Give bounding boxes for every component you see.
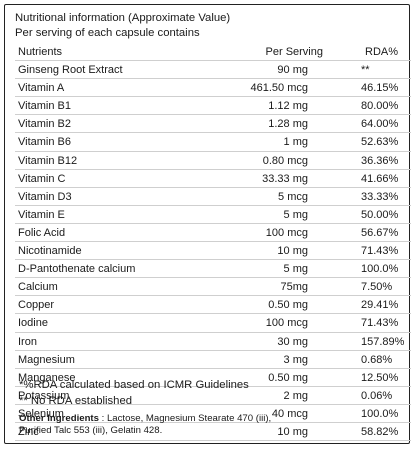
- table-row: Manganese 0.50 mg 12.50%: [15, 369, 411, 387]
- rda-value: 0.68%: [361, 353, 393, 366]
- table-row: Magnesium 3 mg 0.68%: [15, 351, 411, 369]
- rda-value: 46.15%: [361, 82, 399, 95]
- per-serving-value: 1 mg: [283, 136, 308, 149]
- rda-value: 0.06%: [361, 389, 393, 402]
- table-row: Potassium 2 mg 0.06%: [15, 387, 411, 405]
- nutrient-name: D-Pantothenate calcium: [18, 263, 136, 276]
- per-serving-value: 30 mg: [277, 335, 308, 348]
- rda-value: **: [361, 64, 370, 77]
- table-row: Selenium 40 mcg 100.0%: [15, 405, 411, 423]
- nutrient-name: Selenium: [18, 407, 64, 420]
- other-ingredients: Other Ingredients : Lactose, Magnesium S…: [19, 413, 409, 437]
- table-row: Vitamin B6 1 mg 52.63%: [15, 133, 411, 152]
- table-row: Folic Acid 100 mcg 56.67%: [15, 224, 411, 243]
- table-header-row: Nutrients Per Serving RDA%: [15, 43, 411, 62]
- per-serving-value: 5 mg: [283, 208, 308, 221]
- nutrient-name: Vitamin B1: [18, 100, 71, 113]
- rda-value: 71.43%: [361, 245, 399, 258]
- table-row: Vitamin E 5 mg 50.00%: [15, 206, 411, 224]
- table-row: Ginseng Root Extract 90 mg **: [15, 61, 411, 80]
- nutrient-name: Vitamin C: [18, 172, 66, 185]
- per-serving-value: 10 mg: [277, 425, 308, 438]
- per-serving-value: 1.12 mg: [268, 100, 308, 113]
- per-serving-value: 75mg: [280, 281, 308, 294]
- table-row: D-Pantothenate calcium 5 mg 100.0%: [15, 260, 411, 279]
- rda-value: 12.50%: [361, 371, 399, 384]
- table-row: Copper 0.50 mg 29.41%: [15, 296, 411, 315]
- per-serving-value: 5 mg: [283, 263, 308, 276]
- rda-value: 64.00%: [361, 118, 399, 131]
- panel-subtitle: Per serving of each capsule contains: [15, 27, 200, 39]
- rda-value: 71.43%: [361, 317, 399, 330]
- col-header-per-serving: Per Serving: [265, 46, 323, 58]
- other-ingredients-label: Other Ingredients: [19, 413, 99, 424]
- per-serving-value: 2 mg: [283, 389, 308, 402]
- per-serving-value: 10 mg: [277, 245, 308, 258]
- table-row: Vitamin B2 1.28 mg 64.00%: [15, 115, 411, 134]
- table-row: Calcium 75mg 7.50%: [15, 278, 411, 297]
- nutrient-name: Vitamin B12: [18, 154, 78, 167]
- rda-value: 52.63%: [361, 136, 399, 149]
- col-header-nutrients: Nutrients: [18, 46, 63, 58]
- no-rda-footnote: ** No RDA established: [19, 395, 133, 407]
- nutrient-name: Vitamin B2: [18, 118, 71, 131]
- nutrient-name: Manganese: [18, 371, 76, 384]
- per-serving-value: 5 mcg: [278, 190, 308, 203]
- per-serving-value: 90 mg: [277, 64, 308, 77]
- col-header-rda: RDA%: [365, 46, 399, 58]
- nutrient-name: Magnesium: [18, 353, 75, 366]
- nutrient-name: Calcium: [18, 281, 58, 294]
- rda-value: 36.36%: [361, 154, 399, 167]
- nutrient-name: Folic Acid: [18, 226, 66, 239]
- per-serving-value: 100 mcg: [265, 317, 308, 330]
- table-row: Vitamin C 33.33 mg 41.66%: [15, 170, 411, 188]
- rda-value: 80.00%: [361, 100, 399, 113]
- nutrient-name: Iodine: [18, 317, 48, 330]
- rda-value: 58.82%: [361, 425, 399, 438]
- table-row: Iodine 100 mcg 71.43%: [15, 314, 411, 333]
- per-serving-value: 40 mcg: [271, 407, 308, 420]
- nutrient-name: Zinc: [18, 425, 39, 438]
- table-row: Iron 30 mg 157.89%: [15, 333, 411, 351]
- rda-value: 33.33%: [361, 190, 399, 203]
- per-serving-value: 461.50 mcg: [250, 82, 308, 95]
- table-row: Vitamin A 461.50 mcg 46.15%: [15, 79, 411, 98]
- per-serving-value: 3 mg: [283, 353, 308, 366]
- rda-value: 100.0%: [361, 407, 399, 420]
- nutrient-name: Vitamin B6: [18, 136, 71, 149]
- nutrient-name: Iron: [18, 335, 37, 348]
- table-row: Vitamin D3 5 mcg 33.33%: [15, 188, 411, 206]
- nutrient-name: Potassium: [18, 389, 70, 402]
- nutrient-name: Vitamin A: [18, 82, 65, 95]
- other-ingredients-text-2: Purified Talc 553 (iii), Gelatin 428.: [19, 425, 163, 436]
- per-serving-value: 100 mcg: [265, 226, 308, 239]
- rda-value: 7.50%: [361, 281, 393, 294]
- other-ingredients-text: : Lactose, Magnesium Stearate 470 (iii),: [98, 413, 272, 424]
- per-serving-value: 0.50 mg: [268, 299, 308, 312]
- table-row: Nicotinamide 10 mg 71.43%: [15, 242, 411, 261]
- table-row: Zinc 10 mg 58.82%: [15, 423, 411, 442]
- rda-value: 157.89%: [361, 335, 405, 348]
- rda-value: 50.00%: [361, 208, 399, 221]
- nutrition-table: Nutrients Per Serving RDA% Ginseng Root …: [15, 43, 411, 442]
- table-row: Vitamin B12 0.80 mcg 36.36%: [15, 152, 411, 170]
- nutrient-name: Vitamin E: [18, 208, 65, 221]
- per-serving-value: 1.28 mg: [268, 118, 308, 131]
- nutrient-name: Ginseng Root Extract: [18, 64, 123, 77]
- nutrition-panel: Nutritional information (Approximate Val…: [4, 4, 411, 444]
- rda-value: 56.67%: [361, 226, 399, 239]
- per-serving-value: 33.33 mg: [262, 172, 308, 185]
- nutrient-name: Copper: [18, 299, 55, 312]
- rda-value: 41.66%: [361, 172, 399, 185]
- nutrient-name: Vitamin D3: [18, 190, 72, 203]
- panel-title: Nutritional information (Approximate Val…: [15, 12, 231, 24]
- rda-value: 100.0%: [361, 263, 399, 276]
- per-serving-value: 0.80 mcg: [262, 154, 308, 167]
- nutrient-name: Nicotinamide: [18, 245, 82, 258]
- rda-value: 29.41%: [361, 299, 399, 312]
- table-row: Vitamin B1 1.12 mg 80.00%: [15, 97, 411, 116]
- per-serving-value: 0.50 mg: [268, 371, 308, 384]
- rda-footnote: *%RDA calculated based on ICMR Guideline…: [19, 379, 249, 391]
